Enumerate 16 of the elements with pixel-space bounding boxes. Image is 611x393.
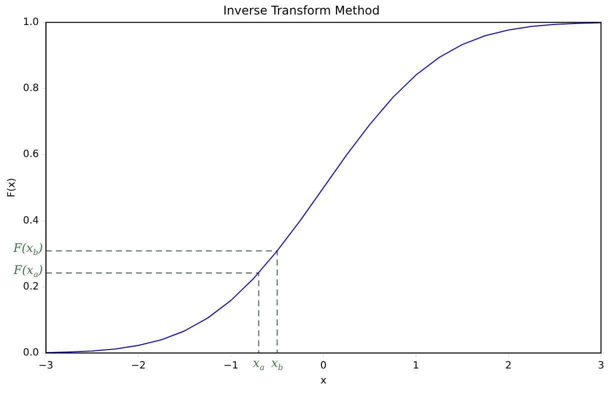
y-tick-label: 0.0 — [22, 348, 39, 359]
x-tick-label: −2 — [131, 360, 146, 372]
x-tick-label: 0 — [320, 360, 327, 372]
y-tick-label: 0.8 — [22, 83, 39, 94]
x-tick-label: −1 — [224, 360, 238, 372]
y-tick-label: 1.0 — [22, 16, 39, 28]
x-tick-label: −3 — [38, 360, 54, 372]
y-tick-label: 0.4 — [22, 215, 39, 226]
x-axis-title: x — [320, 376, 326, 387]
y-tick-label: 0.6 — [22, 149, 39, 160]
x-tick-label: 1 — [412, 360, 420, 372]
y-tick-label: 0.2 — [22, 281, 39, 292]
x-tick-label: 3 — [598, 360, 604, 372]
chart-title: Inverse Transform Method — [223, 3, 380, 18]
y-axis-title: F(x) — [6, 178, 18, 198]
x-tick-label: 2 — [505, 360, 512, 372]
